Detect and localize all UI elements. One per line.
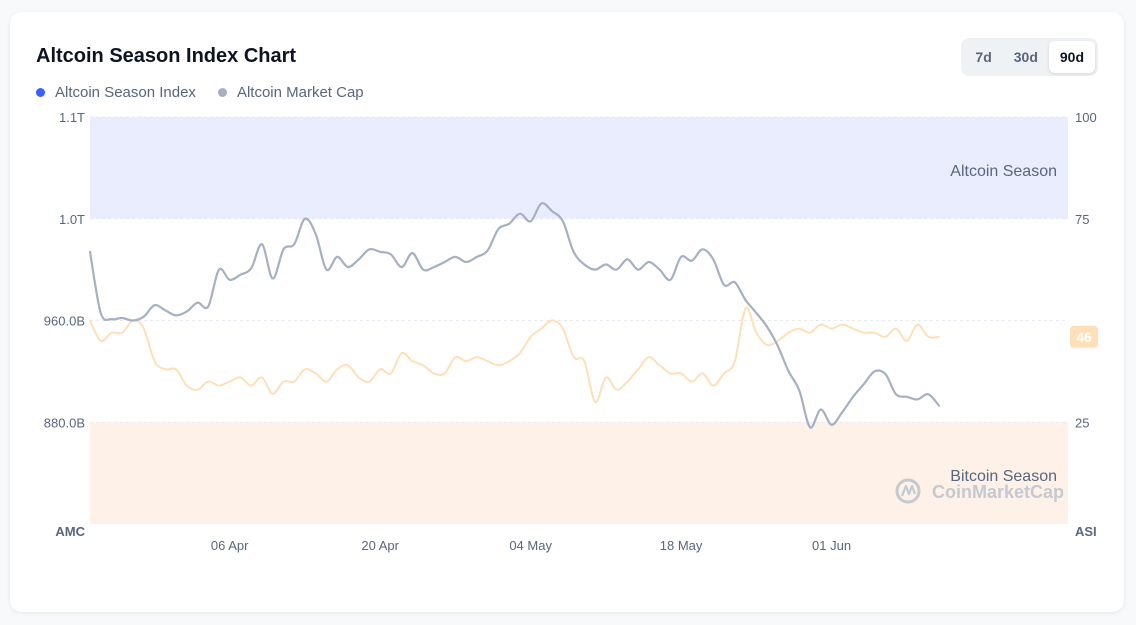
legend-label: Altcoin Season Index: [55, 84, 196, 101]
range-30d-button[interactable]: 30d: [1003, 41, 1049, 73]
left-tick-label: 880.0B: [44, 415, 85, 430]
series-line-altcoin-market-cap[interactable]: [88, 202, 941, 429]
coinmarketcap-watermark: CoinMarketCap: [895, 478, 1064, 504]
gridlines: [90, 116, 1068, 423]
x-tick-label: 01 Jun: [812, 538, 851, 553]
x-axis: 06 Apr 20 Apr 04 May 18 May 01 Jun: [211, 538, 851, 553]
legend-item-altcoin-season-index[interactable]: Altcoin Season Index: [36, 84, 196, 101]
range-toggle: 7d 30d 90d: [961, 38, 1098, 76]
right-axis: 100 75 25: [1075, 110, 1097, 430]
chart-title: Altcoin Season Index Chart: [36, 45, 297, 67]
legend-dot-icon: [217, 88, 227, 97]
altcoin-season-zone: [90, 117, 1068, 219]
left-axis-title: AMC: [55, 524, 85, 539]
legend-label: Altcoin Market Cap: [236, 84, 364, 101]
x-tick-label: 06 Apr: [211, 538, 249, 553]
legend-dot-icon: [36, 88, 45, 97]
x-tick-label: 04 May: [509, 538, 552, 553]
range-7d-button[interactable]: 7d: [964, 41, 1002, 73]
legend-item-altcoin-market-cap[interactable]: Altcoin Market Cap: [217, 84, 364, 101]
left-tick-label: 1.1T: [59, 110, 85, 125]
altcoin-season-label: Altcoin Season: [950, 163, 1057, 180]
left-tick-label: 960.0B: [44, 314, 85, 329]
bitcoin-season-zone: [90, 422, 1068, 524]
right-axis-title: ASI: [1075, 524, 1097, 539]
bitcoin-season-label: Bitcoin Season: [950, 468, 1057, 485]
range-90d-button[interactable]: 90d: [1048, 41, 1095, 73]
left-tick-label: 1.0T: [59, 212, 85, 227]
watermark-text: CoinMarketCap: [932, 482, 1064, 502]
last-value-badge: 46: [1070, 325, 1098, 348]
last-value-badge-text: 46: [1076, 329, 1092, 345]
right-tick-label: 75: [1075, 212, 1089, 227]
left-axis: 1.1T 1.0T 960.0B 880.0B: [44, 110, 85, 430]
series-line-altcoin-season-index[interactable]: [89, 306, 940, 403]
right-tick-label: 100: [1075, 110, 1097, 125]
last-value-badge-bg: [1070, 325, 1098, 348]
right-tick-label: 25: [1075, 415, 1089, 430]
x-tick-label: 20 Apr: [361, 538, 399, 553]
x-tick-label: 18 May: [660, 538, 703, 553]
legend: Altcoin Season Index Altcoin Market Cap: [36, 84, 364, 101]
coinmarketcap-logo-icon: [895, 478, 921, 504]
